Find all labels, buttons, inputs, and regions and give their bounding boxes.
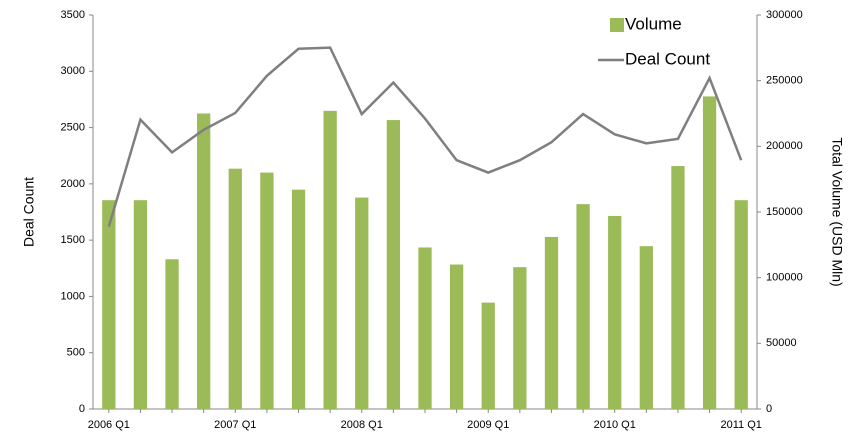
bar	[671, 166, 685, 409]
bar	[133, 200, 148, 409]
bar	[513, 267, 527, 409]
y2-tick-label: 250000	[766, 75, 803, 87]
bar	[197, 113, 211, 409]
legend-swatch	[610, 18, 624, 32]
x-tick-label: 2009 Q1	[467, 419, 509, 431]
bar	[734, 200, 748, 409]
bar	[228, 168, 242, 409]
bar	[355, 197, 369, 409]
y-tick-label: 3000	[61, 65, 85, 77]
y2-tick-label: 300000	[766, 9, 803, 21]
bar	[481, 302, 495, 409]
y-tick-label: 2500	[61, 121, 85, 133]
bar	[418, 247, 432, 409]
y-tick-label: 0	[79, 403, 85, 415]
y-tick-label: 500	[67, 347, 85, 359]
y-tick-label: 3500	[61, 9, 85, 21]
x-tick-label: 2008 Q1	[341, 419, 383, 431]
bar	[608, 215, 622, 409]
bar	[386, 120, 401, 410]
y-tick-label: 2000	[61, 178, 85, 190]
y2-tick-label: 200000	[766, 140, 803, 152]
y-tick-label: 1000	[61, 290, 85, 302]
bar	[544, 236, 559, 409]
bar	[165, 259, 179, 409]
y-tick-label: 1500	[61, 234, 85, 246]
y2-tick-label: 0	[766, 403, 772, 415]
y-axis-label: Deal Count	[21, 177, 37, 247]
bar	[449, 264, 464, 409]
bar	[102, 200, 116, 409]
bar	[291, 189, 306, 409]
bar	[702, 96, 717, 409]
legend-label: Deal Count	[625, 49, 710, 68]
x-tick-label: 2011 Q1	[720, 419, 761, 431]
y2-tick-label: 50000	[766, 337, 797, 349]
legend-label: Volume	[625, 14, 682, 33]
y2-tick-label: 100000	[766, 272, 803, 284]
x-tick-label: 2006 Q1	[88, 419, 130, 431]
bar	[639, 246, 653, 409]
bar	[260, 172, 274, 409]
line	[107, 46, 743, 227]
x-tick-label: 2007 Q1	[214, 419, 256, 431]
y2-tick-label: 150000	[766, 206, 803, 218]
bar	[576, 204, 590, 409]
y2-axis-label: Total Volume (USD Mln)	[829, 137, 845, 286]
x-tick-label: 2010 Q1	[594, 419, 636, 431]
bar	[323, 110, 337, 409]
